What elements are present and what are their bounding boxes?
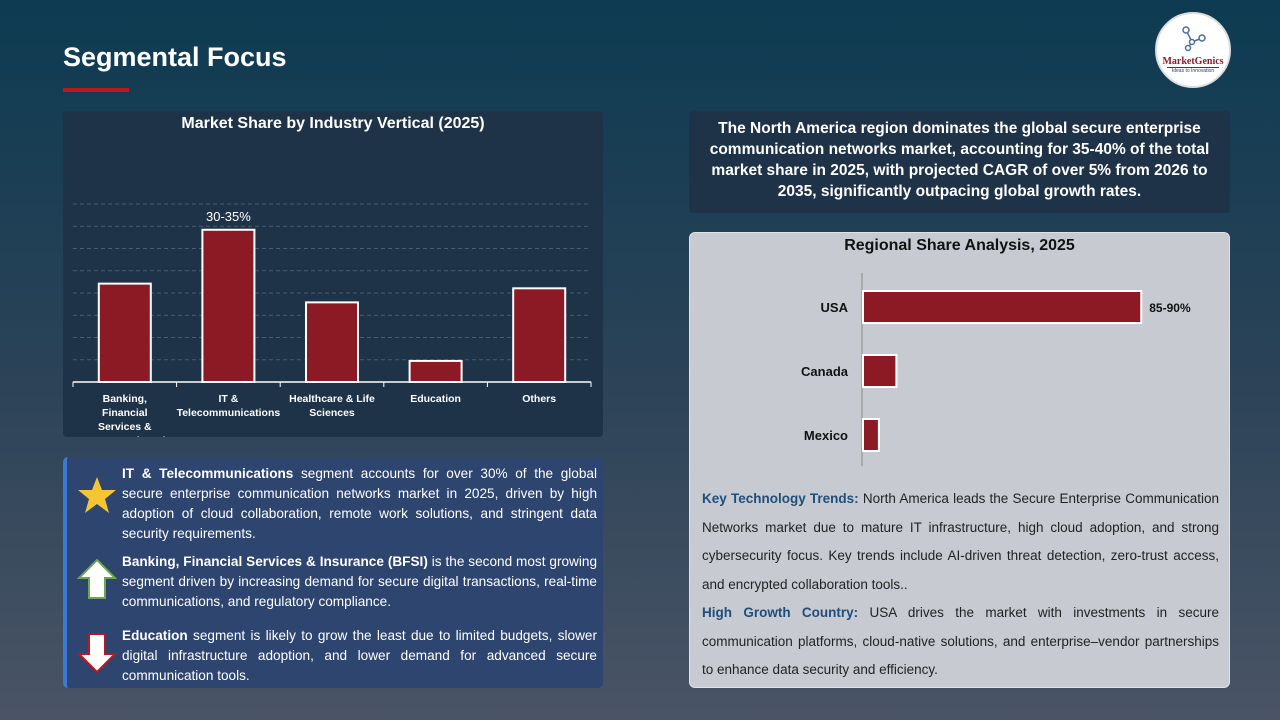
regional-chart-title: Regional Share Analysis, 2025 [844, 237, 1075, 254]
insight-education: Education segment is likely to grow the … [122, 628, 597, 683]
x-tick-label: Services & [98, 421, 152, 433]
x-tick-label: Others [522, 393, 556, 405]
bar [512, 287, 567, 384]
bar [862, 290, 1143, 324]
industry-bar-chart: Banking, Financial Services & Insurance (BF… [72, 203, 592, 437]
insight-bfsi: Banking, Financial Services & Insurance … [122, 554, 598, 609]
x-tick-label: Financial [102, 407, 148, 419]
page-title: Segmental Focus [63, 42, 287, 72]
key-technology-trends: Key Technology Trends: North America lea… [702, 491, 1219, 592]
insights-panel: IT & Telecommunications segment accounts… [63, 457, 603, 688]
y-tick-label: USA [821, 300, 849, 315]
logo: MarketGenics Ideas to Innovation [1155, 12, 1231, 88]
x-tick-label: Sciences [309, 407, 355, 419]
x-tick-label: IT & [218, 393, 238, 405]
high-growth-country: High Growth Country: USA drives the mark… [702, 605, 1220, 677]
data-label: 85-90% [1149, 301, 1191, 315]
north-america-summary: The North America region dominates the g… [689, 111, 1230, 213]
star-icon [77, 475, 117, 515]
bar [97, 282, 152, 383]
x-tick-label: Banking, [103, 393, 147, 405]
regional-panel: Regional Share Analysis, 2025 USA 85-90% C… [689, 232, 1230, 688]
title-underline [63, 88, 129, 92]
x-tick-label: Healthcare & Life [289, 393, 375, 405]
bar [408, 359, 463, 383]
bar [201, 228, 256, 384]
logo-tagline: Ideas to Innovation [1167, 67, 1219, 74]
y-tick-label: Mexico [804, 428, 848, 443]
x-tick-label: Insurance (BFSI) [83, 435, 166, 437]
data-label: 30-35% [206, 209, 251, 224]
chart-title: Market Share by Industry Vertical (2025) [181, 115, 485, 132]
regional-bar-chart: USA 85-90% Canada Mexico [801, 273, 1191, 466]
logo-name: MarketGenics [1162, 56, 1224, 67]
arrow-down-icon [76, 632, 118, 674]
bar [305, 301, 359, 383]
y-tick-label: Canada [801, 364, 849, 379]
bar [862, 418, 880, 452]
bar [862, 354, 898, 388]
insight-it: IT & Telecommunications segment accounts… [122, 466, 598, 541]
arrow-up-icon [76, 558, 118, 599]
x-tick-label: Education [410, 393, 461, 405]
x-tick-label: Telecommunications [177, 407, 281, 419]
industry-chart-panel: Market Share by Industry Vertical (2025)… [63, 111, 603, 437]
molecule-icon [1182, 26, 1206, 52]
